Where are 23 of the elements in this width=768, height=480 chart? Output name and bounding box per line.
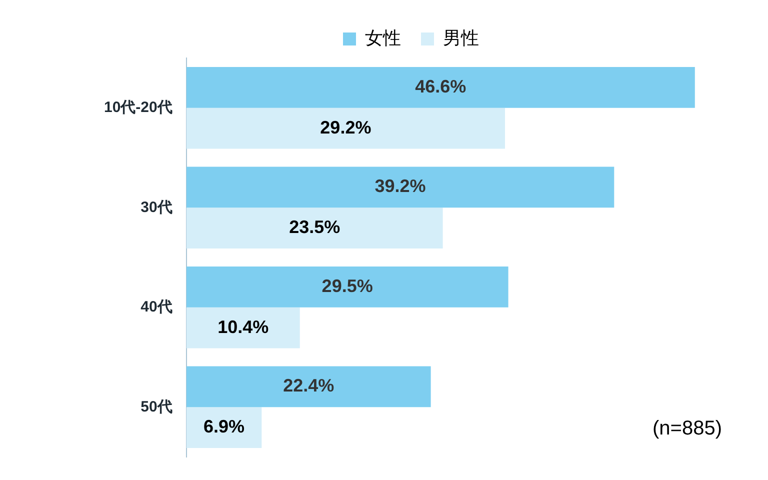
bar	[186, 66, 695, 108]
bar	[186, 407, 262, 448]
data-label: 23.5%	[289, 217, 340, 238]
y-tick-label: 10代-20代	[104, 99, 172, 116]
data-label: 22.4%	[283, 376, 334, 396]
bar	[186, 108, 506, 149]
bar	[186, 208, 443, 249]
bar	[186, 307, 300, 348]
data-label: 6.9%	[203, 416, 245, 437]
legend-label: 女性	[365, 28, 401, 48]
data-label: 46.6%	[415, 76, 466, 96]
data-label: 29.5%	[322, 276, 373, 296]
legend-label: 男性	[443, 28, 479, 48]
bar	[186, 266, 508, 308]
data-label: 39.2%	[374, 176, 426, 196]
y-tick-label: 40代	[140, 298, 172, 316]
data-label: 10.4%	[218, 316, 269, 337]
bar	[186, 366, 431, 408]
y-tick-label: 50代	[140, 398, 172, 416]
annotation: (n=885)	[652, 418, 722, 440]
data-label: 29.2%	[320, 117, 372, 138]
bar	[186, 166, 614, 208]
y-tick-label: 30代	[140, 198, 172, 216]
